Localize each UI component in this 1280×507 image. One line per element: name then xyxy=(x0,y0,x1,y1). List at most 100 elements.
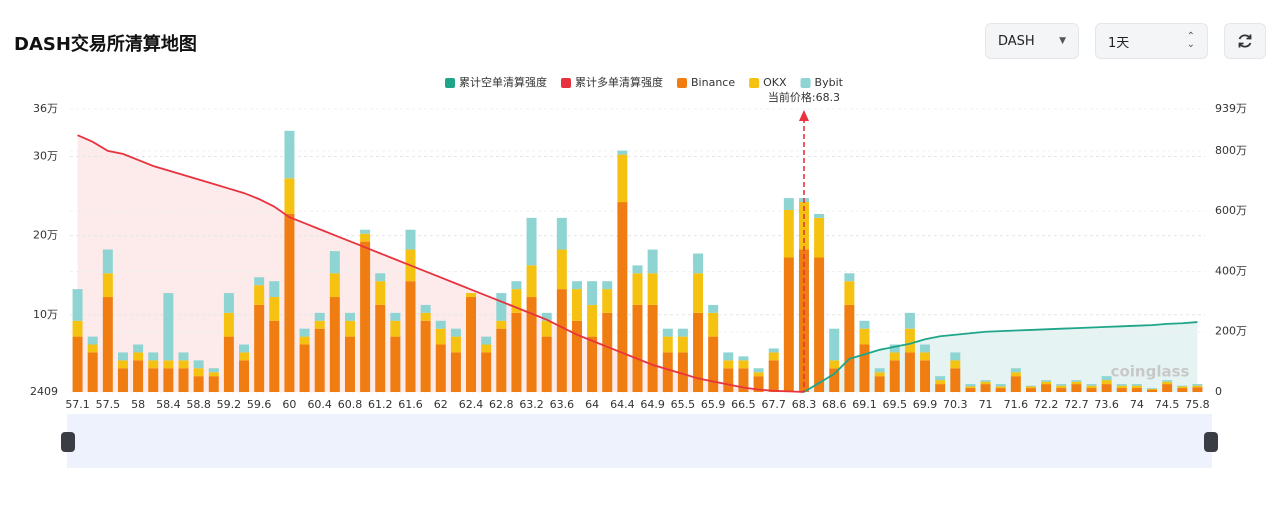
bar-segment xyxy=(889,360,900,392)
bar-segment xyxy=(1010,376,1021,392)
legend-swatch xyxy=(445,78,455,88)
bar-segment xyxy=(677,328,688,337)
bar-segment xyxy=(102,297,113,392)
x-tick-label: 63.2 xyxy=(519,398,544,411)
bar-segment xyxy=(511,289,522,313)
symbol-select[interactable]: DASH ▼ xyxy=(985,23,1079,59)
x-tick-label: 69.5 xyxy=(883,398,908,411)
bar-segment xyxy=(511,281,522,290)
bar-segment xyxy=(814,217,825,258)
bar-segment xyxy=(193,376,204,392)
bar-segment xyxy=(1071,384,1082,392)
bar-segment xyxy=(1131,384,1142,386)
bar-segment xyxy=(405,281,416,392)
bar-segment xyxy=(163,368,174,392)
x-tick-label: 74 xyxy=(1130,398,1144,411)
bar-segment xyxy=(163,360,174,369)
bar-segment xyxy=(768,360,779,392)
bar-segment xyxy=(571,320,582,392)
bar-segment xyxy=(450,328,461,337)
bar-segment xyxy=(753,368,764,373)
bar-segment xyxy=(1071,381,1082,385)
bar-segment xyxy=(602,312,613,392)
x-tick-label: 59.6 xyxy=(247,398,272,411)
bar-segment xyxy=(329,273,340,298)
bar-segment xyxy=(239,344,250,353)
x-tick-label: 66.5 xyxy=(731,398,756,411)
bar-segment xyxy=(995,388,1006,392)
bar-segment xyxy=(541,320,552,337)
bar-segment xyxy=(299,336,310,345)
bar-segment xyxy=(284,130,295,179)
refresh-icon xyxy=(1238,34,1252,48)
x-tick-label: 62 xyxy=(434,398,448,411)
bar-segment xyxy=(72,320,83,337)
bar-segment xyxy=(723,368,734,392)
bar-segment xyxy=(632,273,643,305)
bar-segment xyxy=(450,352,461,392)
bar-segment xyxy=(920,360,931,392)
x-tick-label: 75.8 xyxy=(1185,398,1210,411)
x-tick-label: 64 xyxy=(585,398,599,411)
bar-segment xyxy=(1192,385,1203,388)
bar-segment xyxy=(829,368,840,392)
bar-segment xyxy=(178,368,189,392)
bar-segment xyxy=(254,304,265,392)
bar-segment xyxy=(148,360,159,369)
slider-handle-right[interactable] xyxy=(1204,432,1218,452)
bar-segment xyxy=(329,297,340,392)
bar-segment xyxy=(1101,380,1112,385)
bar-segment xyxy=(647,273,658,305)
bar-segment xyxy=(1041,384,1052,392)
refresh-button[interactable] xyxy=(1224,23,1266,59)
bar-segment xyxy=(632,265,643,274)
legend-label: 累计空单清算强度 xyxy=(459,75,547,89)
bar-segment xyxy=(314,328,325,392)
bar-segment xyxy=(117,368,128,392)
bar-segment xyxy=(541,312,552,321)
bar-segment xyxy=(72,289,83,321)
bar-segment xyxy=(1086,384,1097,386)
bar-segment xyxy=(344,320,355,337)
bar-segment xyxy=(1025,388,1036,392)
bar-segment xyxy=(965,388,976,392)
x-tick-label: 58.8 xyxy=(186,398,211,411)
bar-segment xyxy=(254,285,265,305)
bar-segment xyxy=(571,289,582,321)
x-tick-label: 65.9 xyxy=(701,398,726,411)
bar-segment xyxy=(1056,385,1067,389)
y-tick-label: 36万 xyxy=(33,102,58,115)
x-tick-label: 72.2 xyxy=(1034,398,1059,411)
bar-segment xyxy=(1116,385,1127,389)
bar-segment xyxy=(738,368,749,392)
bar-segment xyxy=(965,386,976,389)
bar-segment xyxy=(1162,381,1173,385)
x-tick-label: 60.8 xyxy=(338,398,363,411)
bar-segment xyxy=(587,281,598,305)
bar-segment xyxy=(889,352,900,361)
bar-segment xyxy=(950,352,961,361)
bar-segment xyxy=(647,304,658,392)
bar-segment xyxy=(117,360,128,369)
bar-segment xyxy=(375,304,386,392)
line xyxy=(77,134,805,393)
legend-label: 累计多单清算强度 xyxy=(575,75,663,89)
slider-handle-left[interactable] xyxy=(61,432,75,452)
bar-segment xyxy=(587,336,598,392)
bar-segment xyxy=(1086,385,1097,389)
bar-segment xyxy=(935,376,946,381)
bar-segment xyxy=(602,289,613,313)
bar-segment xyxy=(798,198,809,203)
bar-segment xyxy=(405,249,416,282)
bar-segment xyxy=(405,229,416,250)
bar-segment xyxy=(223,312,234,337)
bar-segment xyxy=(1010,368,1021,373)
period-select[interactable]: 1天 ⌃ ⌄ xyxy=(1095,23,1208,59)
y2-tick-label: 400万 xyxy=(1215,264,1247,277)
bar-segment xyxy=(1041,380,1052,382)
bar-segment xyxy=(148,352,159,361)
bar-segment xyxy=(208,376,219,392)
bar-segment xyxy=(239,352,250,361)
bar-segment xyxy=(1041,381,1052,385)
